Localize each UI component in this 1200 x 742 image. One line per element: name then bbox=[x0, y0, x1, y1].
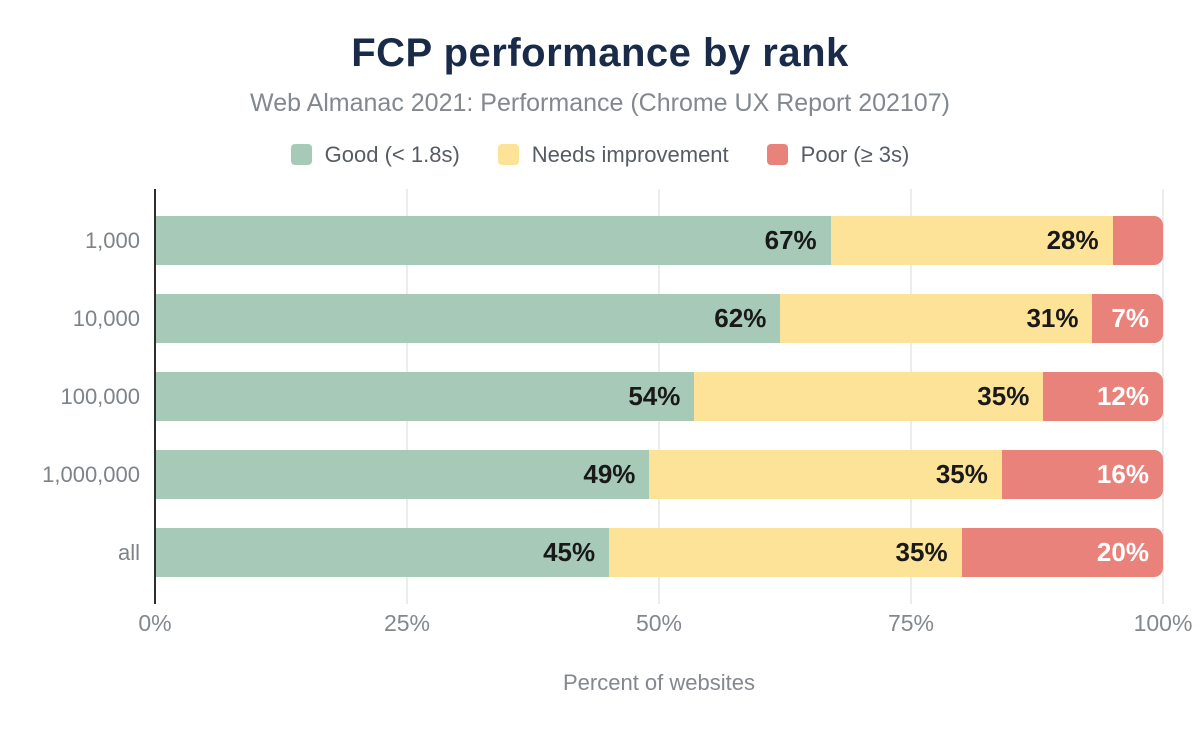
bar-segment: 35% bbox=[609, 528, 962, 577]
x-axis-ticks: 0% 25% 50% 75% 100% bbox=[138, 609, 1192, 640]
bar-segment: 62% bbox=[156, 294, 781, 343]
data-label: 28% bbox=[1046, 225, 1099, 255]
bar-segment: 20% bbox=[961, 528, 1163, 577]
x-axis-tick-label: 25% bbox=[383, 609, 431, 636]
data-label: 45% bbox=[543, 537, 596, 567]
bar-segment: 12% bbox=[1043, 372, 1163, 421]
legend-item-0: Good (< 1.8s) bbox=[290, 141, 460, 168]
bar-segment: 49% bbox=[156, 450, 650, 499]
bar-segment bbox=[1112, 216, 1163, 265]
legend-swatch-icon bbox=[766, 144, 788, 165]
stacked-bar: 54% 35% 12% bbox=[156, 372, 1163, 421]
y-axis-category-label: 100,000 bbox=[60, 383, 140, 409]
stacked-bar: 67% 28% bbox=[156, 216, 1163, 265]
legend-item-2: Poor (≥ 3s) bbox=[766, 141, 910, 168]
data-label: 31% bbox=[1026, 303, 1079, 333]
chart-title: FCP performance by rank bbox=[351, 31, 849, 75]
data-label: 35% bbox=[895, 537, 948, 567]
bar-segment: 35% bbox=[694, 372, 1044, 421]
bar-row: 1,000,000 49% 35% 16% bbox=[0, 436, 1163, 514]
stacked-bar: 45% 35% 20% bbox=[156, 528, 1163, 577]
legend-label: Good (< 1.8s) bbox=[324, 141, 460, 167]
bar-segment: 67% bbox=[156, 216, 831, 265]
legend-swatch-icon bbox=[290, 144, 312, 165]
chart-subtitle: Web Almanac 2021: Performance (Chrome UX… bbox=[250, 89, 950, 117]
y-axis-line bbox=[154, 188, 156, 604]
x-axis-tick-label: 50% bbox=[635, 609, 683, 636]
bar-segment: 31% bbox=[780, 294, 1093, 343]
bar-segment: 16% bbox=[1001, 450, 1163, 499]
legend-item-1: Needs improvement bbox=[497, 141, 729, 168]
data-label: 35% bbox=[935, 459, 988, 489]
x-axis-tick-label: 75% bbox=[887, 609, 935, 636]
bar-segment: 7% bbox=[1092, 294, 1163, 343]
x-axis-tick-label: 100% bbox=[1133, 609, 1193, 636]
legend-label: Poor (≥ 3s) bbox=[800, 141, 910, 167]
bar-rows: 1,000 67% 28% 10,000 62% 31% 7% 100,000 54% 35% 12… bbox=[0, 189, 1163, 592]
y-axis-category-label: 1,000 bbox=[84, 227, 140, 253]
legend-label: Needs improvement bbox=[531, 141, 729, 167]
stacked-bar: 62% 31% 7% bbox=[156, 294, 1163, 343]
bar-row: all 45% 35% 20% bbox=[0, 514, 1163, 592]
bar-segment: 54% bbox=[156, 372, 695, 421]
data-label: 35% bbox=[977, 381, 1030, 411]
y-axis-category-label: 10,000 bbox=[72, 305, 140, 331]
bar-segment: 45% bbox=[156, 528, 610, 577]
data-label: 62% bbox=[714, 303, 767, 333]
data-label: 7% bbox=[1111, 303, 1149, 333]
data-label: 49% bbox=[583, 459, 636, 489]
data-label: 54% bbox=[628, 381, 681, 411]
legend-swatch-icon bbox=[497, 144, 519, 165]
chart-legend: Good (< 1.8s) Needs improvement Poor (≥ 3s… bbox=[0, 140, 1200, 170]
data-label: 20% bbox=[1096, 537, 1149, 567]
bar-row: 1,000 67% 28% bbox=[0, 202, 1163, 280]
y-axis-category-label: 1,000,000 bbox=[42, 461, 140, 487]
y-axis-category-label: all bbox=[117, 539, 140, 565]
bar-row: 100,000 54% 35% 12% bbox=[0, 358, 1163, 436]
bar-segment: 35% bbox=[649, 450, 1002, 499]
data-label: 16% bbox=[1096, 459, 1149, 489]
x-axis-tick-label: 0% bbox=[138, 609, 172, 636]
data-label: 12% bbox=[1096, 381, 1149, 411]
stacked-bar: 49% 35% 16% bbox=[156, 450, 1163, 499]
bar-segment: 28% bbox=[830, 216, 1113, 265]
plot-area: 1,000 67% 28% 10,000 62% 31% 7% 100,000 54% 35% 12… bbox=[0, 188, 1164, 604]
x-axis-label: Percent of websites bbox=[563, 669, 755, 695]
bar-row: 10,000 62% 31% 7% bbox=[0, 280, 1163, 358]
gridline bbox=[1162, 188, 1164, 604]
data-label: 67% bbox=[764, 225, 817, 255]
